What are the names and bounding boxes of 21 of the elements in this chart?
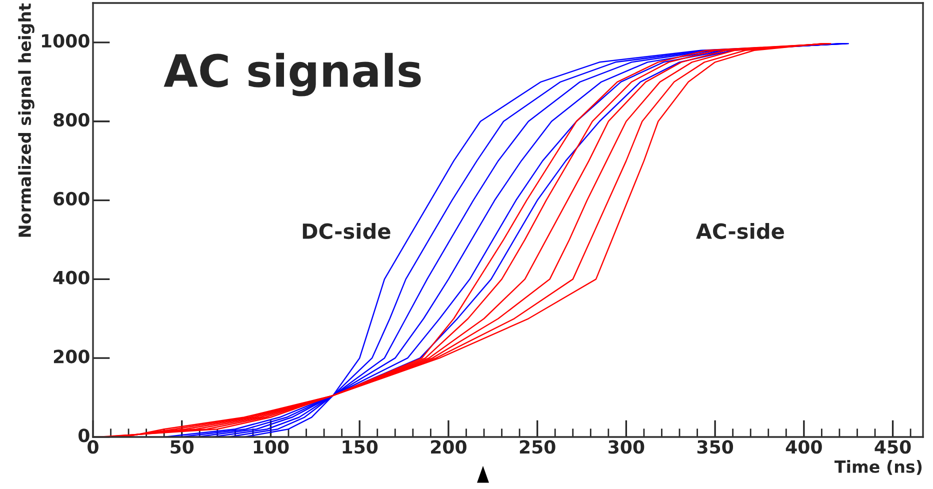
x-tick-label: 350 [697,440,734,454]
x-tick-label: 450 [874,440,911,454]
y-tick-label: 0 [78,428,90,442]
x-tick-label: 0 [88,440,98,454]
y-tick-label: 400 [53,270,90,284]
x-axis-title: Time (ns) [834,460,922,475]
annotation: AC-side [696,222,784,240]
x-tick-label: 100 [254,440,289,454]
x-tick-label: 150 [342,440,378,454]
y-tick-label: 200 [54,350,90,364]
y-tick-label: 800 [54,112,90,127]
x-tick-label: 400 [786,440,822,454]
y-tick-label: 600 [54,192,90,206]
y-axis-title: Normalized signal height [18,3,34,237]
x-tick-label: 50 [170,440,194,454]
x-tick-label: 300 [608,440,644,454]
x-tick-label: 250 [520,440,556,454]
x-tick-label: 200 [431,440,466,454]
y-tick-label: 1000 [42,34,90,48]
annotation: AC signals [164,52,421,96]
annotation: DC-side [302,222,390,240]
